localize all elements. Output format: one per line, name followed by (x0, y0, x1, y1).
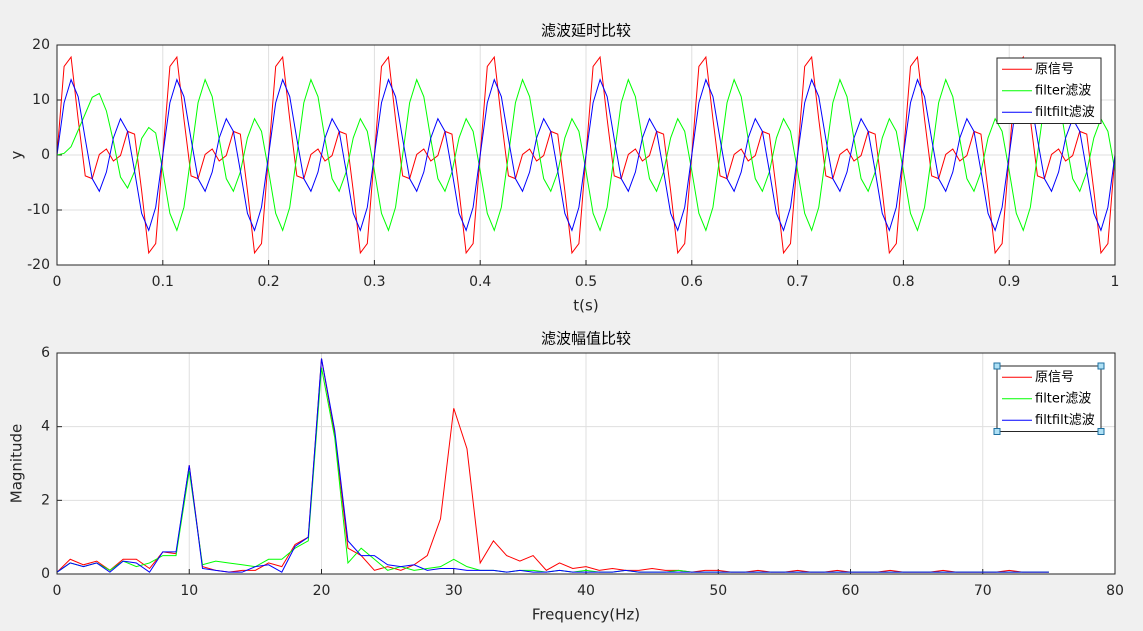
x-tick-label: 0.2 (257, 274, 279, 290)
selection-handle (993, 428, 1001, 435)
data-line (57, 78, 1115, 232)
y-axis-label: Magnitude (8, 424, 26, 503)
y-tick-label: 20 (32, 37, 50, 53)
legend-label: filtfilt滤波 (1035, 413, 1095, 428)
x-tick-label: 40 (577, 583, 595, 599)
x-tick-label: 0.5 (575, 274, 597, 290)
y-axis-label: y (8, 150, 26, 159)
x-tick-label: 0.4 (469, 274, 491, 290)
x-tick-label: 0.6 (681, 274, 703, 290)
data-line (57, 358, 1049, 573)
chart-title: 滤波幅值比较 (541, 330, 631, 348)
x-tick-label: 0.3 (363, 274, 385, 290)
y-tick-label: 6 (41, 345, 50, 361)
x-tick-label: 0.9 (998, 274, 1020, 290)
x-tick-label: 10 (180, 583, 198, 599)
axes-box (56, 352, 1116, 575)
selection-handle (1097, 362, 1105, 370)
y-tick-label: -10 (27, 202, 50, 218)
x-tick-label: 80 (1106, 583, 1124, 599)
y-tick-label: -20 (27, 257, 50, 273)
legend-label: 原信号 (1035, 370, 1074, 385)
x-tick-label: 1 (1111, 274, 1120, 290)
legend-label: filter滤波 (1035, 391, 1091, 406)
y-tick-label: 4 (41, 419, 50, 435)
data-line (57, 78, 1115, 232)
x-tick-label: 30 (445, 583, 463, 599)
legend-label: filter滤波 (1035, 83, 1091, 98)
y-tick-label: 0 (41, 147, 50, 163)
y-tick-label: 0 (41, 566, 50, 582)
x-tick-label: 0.8 (892, 274, 914, 290)
x-tick-label: 50 (709, 583, 727, 599)
x-tick-label: 70 (974, 583, 992, 599)
y-tick-label: 10 (32, 92, 50, 108)
x-tick-label: 0 (53, 274, 62, 290)
x-tick-label: 0.7 (786, 274, 808, 290)
x-axis-label: Frequency(Hz) (532, 606, 640, 624)
axes-box (56, 44, 1116, 266)
x-tick-label: 60 (842, 583, 860, 599)
selection-handle (1097, 428, 1105, 435)
x-tick-label: 0.1 (152, 274, 174, 290)
y-tick-label: 2 (41, 492, 50, 508)
legend-label: 原信号 (1035, 62, 1074, 77)
selection-handle (993, 362, 1001, 370)
x-tick-label: 0 (53, 583, 62, 599)
chart-title: 滤波延时比较 (541, 22, 631, 40)
x-tick-label: 20 (313, 583, 331, 599)
x-axis-label: t(s) (573, 297, 598, 315)
legend-label: filtfilt滤波 (1035, 105, 1095, 120)
